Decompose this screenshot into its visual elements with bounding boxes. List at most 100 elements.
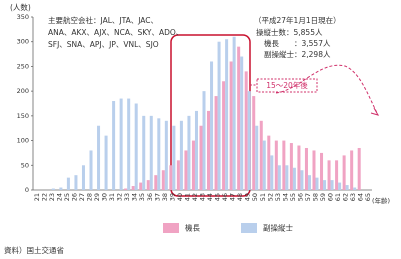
legend-label: 機長 <box>185 223 200 233</box>
bar <box>149 115 153 190</box>
bar <box>210 61 214 190</box>
trend-curve <box>275 64 379 116</box>
y-tick-label: 250 <box>17 62 29 70</box>
legend-swatch <box>163 223 179 233</box>
bar <box>89 150 93 190</box>
x-tick-label: 28 <box>86 193 94 201</box>
x-tick-label: 22 <box>40 193 48 201</box>
bar <box>199 125 203 190</box>
y-tick-label: 150 <box>17 112 29 120</box>
x-tick-label: 58 <box>312 193 320 201</box>
airlines-note: 主要航空会社：JAL、JTA、JAC、 <box>48 15 158 25</box>
bar <box>240 56 244 190</box>
y-tick-label: 100 <box>17 137 29 145</box>
bar <box>222 81 226 190</box>
x-tick-label: 62 <box>342 193 350 201</box>
y-tick-label: 50 <box>21 161 29 169</box>
bar <box>252 96 256 190</box>
bar <box>104 135 108 190</box>
bar <box>119 98 123 190</box>
bar <box>267 135 271 190</box>
count-note: 機長 ：3,557人 <box>264 38 331 48</box>
bar <box>259 120 263 190</box>
x-tick-label: 60 <box>327 193 335 201</box>
x-tick-label: 47 <box>229 193 237 201</box>
x-tick-label: 44 <box>206 193 214 201</box>
bar <box>323 180 327 190</box>
bar <box>176 160 180 190</box>
x-tick-label: 49 <box>244 193 252 201</box>
trend-arrowhead <box>370 107 380 116</box>
bar <box>207 110 211 190</box>
x-tick-label: 35 <box>138 193 146 201</box>
y-tick-label: 200 <box>17 87 29 95</box>
count-note: 副操縦士：2,298人 <box>264 49 331 59</box>
x-tick-label: 31 <box>108 193 116 201</box>
bar <box>327 160 331 190</box>
bar <box>244 71 248 190</box>
bar <box>277 165 281 190</box>
x-tick-label: 21 <box>33 193 41 201</box>
bar <box>307 175 311 190</box>
x-tick-label: 55 <box>289 193 297 201</box>
x-tick-label: 54 <box>281 193 289 201</box>
count-note: 操縦士数：5,855人 <box>256 27 323 37</box>
bar <box>97 125 101 190</box>
bar <box>187 115 191 190</box>
x-tick-label: 34 <box>131 193 139 201</box>
airlines-note: SFJ、SNA、APJ、JP、VNL、SJO <box>48 40 159 49</box>
x-tick-label: 63 <box>349 193 357 201</box>
bar <box>304 147 308 190</box>
bar <box>127 98 131 190</box>
x-tick-label: 61 <box>334 193 342 201</box>
x-tick-label: 50 <box>251 193 259 201</box>
x-axis-label: (年齢) <box>372 196 390 205</box>
bar <box>154 175 158 190</box>
x-tick-label: 46 <box>221 193 229 201</box>
bar <box>289 143 293 190</box>
x-tick-label: 38 <box>161 193 169 201</box>
x-tick-label: 45 <box>214 193 222 201</box>
date-note: （平成27年1月1日現在） <box>254 15 341 25</box>
bar <box>179 120 183 190</box>
x-tick-label: 26 <box>70 193 78 201</box>
x-tick-label: 51 <box>259 193 267 201</box>
bar <box>157 118 161 190</box>
callout-label: 15～20年後 <box>266 80 308 90</box>
y-tick-label: 0 <box>25 186 29 194</box>
bar <box>139 182 143 190</box>
bar <box>134 103 138 190</box>
y-tick-label: 350 <box>17 13 29 21</box>
bar <box>335 160 339 190</box>
bar <box>320 152 324 190</box>
x-tick-label: 29 <box>93 193 101 201</box>
bar <box>217 41 221 190</box>
bar <box>191 140 195 190</box>
bar <box>300 170 304 190</box>
x-tick-label: 27 <box>78 193 86 201</box>
x-tick-label: 36 <box>146 193 154 201</box>
bar <box>59 187 63 190</box>
bar <box>237 46 241 191</box>
bar <box>282 140 286 190</box>
bar <box>112 101 116 190</box>
x-tick-label: 48 <box>236 193 244 201</box>
bar <box>342 155 346 190</box>
legend-label: 副操縦士 <box>263 223 293 233</box>
x-tick-label: 39 <box>168 193 176 201</box>
bar <box>274 140 278 190</box>
y-axis-label: (人数) <box>10 2 31 12</box>
bar <box>357 147 361 190</box>
bar <box>270 155 274 190</box>
bar <box>74 175 78 190</box>
bar <box>124 188 128 190</box>
x-tick-label: 25 <box>63 193 71 201</box>
bar <box>81 165 85 190</box>
bar <box>169 165 173 190</box>
bar <box>330 180 334 190</box>
bar <box>184 150 188 190</box>
callout-box <box>256 78 318 93</box>
bar <box>262 140 266 190</box>
x-tick-label: 65 <box>364 193 372 201</box>
